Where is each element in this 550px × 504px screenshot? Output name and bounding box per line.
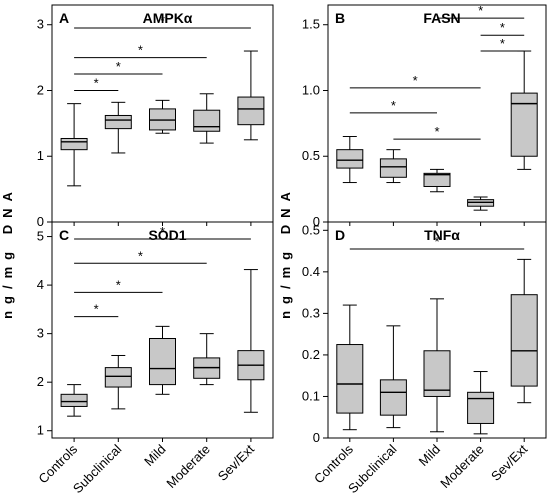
- significance-star: *: [94, 75, 99, 90]
- y-tick-label: 0: [313, 430, 320, 445]
- y-tick-label: 0.5: [302, 222, 320, 237]
- x-tick-label: Mild: [416, 442, 443, 469]
- significance-star: *: [160, 13, 165, 28]
- panel-label: B: [335, 10, 345, 26]
- box-iqr: [237, 96, 265, 126]
- significance-star: *: [500, 20, 505, 35]
- y-tick-label: 4: [37, 277, 44, 292]
- x-tick-label: Moderate: [437, 442, 486, 491]
- box-iqr: [149, 337, 176, 386]
- significance-star: *: [500, 36, 505, 51]
- significance-star: *: [138, 248, 143, 263]
- box-iqr: [423, 350, 451, 397]
- y-tick-label: 1: [37, 148, 44, 163]
- box-iqr: [467, 391, 495, 424]
- y-tick-label: 2: [37, 374, 44, 389]
- panel-title: SOD1: [148, 227, 186, 243]
- x-tick-label: Moderate: [163, 442, 212, 491]
- box-iqr: [423, 172, 451, 187]
- box-iqr: [336, 344, 364, 414]
- x-tick-label: Sev/Ext: [215, 441, 258, 484]
- y-tick-label: 0.1: [302, 388, 320, 403]
- x-tick-label: Mild: [141, 442, 168, 469]
- box-iqr: [510, 92, 538, 157]
- significance-star: *: [434, 124, 439, 139]
- box-iqr: [104, 114, 132, 130]
- y-tick-label: 2: [37, 82, 44, 97]
- significance-star: *: [138, 43, 143, 58]
- y-tick-label: 1.0: [302, 82, 320, 97]
- significance-star: *: [116, 277, 121, 292]
- y-tick-label: 0.4: [302, 264, 320, 279]
- y-axis-label-right: ng/mg DNA: [278, 185, 293, 319]
- box-iqr: [336, 149, 364, 169]
- significance-star: *: [160, 224, 165, 239]
- significance-star: *: [478, 3, 483, 18]
- y-tick-label: 0.5: [302, 148, 320, 163]
- panel-label: A: [59, 10, 69, 26]
- panel-label: D: [335, 227, 345, 243]
- y-tick-label: 0.3: [302, 305, 320, 320]
- significance-star: *: [434, 234, 439, 249]
- significance-star: *: [413, 73, 418, 88]
- box-iqr: [379, 379, 407, 416]
- x-tick-label: Sev/Ext: [488, 441, 531, 484]
- significance-star: *: [94, 302, 99, 317]
- box-iqr: [510, 294, 538, 387]
- box-iqr: [104, 367, 132, 388]
- y-axis-label: ng/mg DNA: [0, 185, 15, 319]
- y-tick-label: 3: [37, 17, 44, 32]
- box-iqr: [379, 158, 407, 178]
- panel-label: C: [59, 227, 69, 243]
- y-tick-label: 1: [37, 423, 44, 438]
- y-tick-label: 0.2: [302, 347, 320, 362]
- y-tick-label: 5: [37, 229, 44, 244]
- x-tick-label: Subclinical: [70, 441, 125, 496]
- y-tick-label: 0: [37, 214, 44, 229]
- significance-star: *: [391, 98, 396, 113]
- significance-star: *: [116, 59, 121, 74]
- x-tick-label: Controls: [35, 441, 80, 486]
- y-tick-label: 3: [37, 326, 44, 341]
- box-iqr: [60, 137, 88, 151]
- box-iqr: [193, 109, 221, 132]
- panel-title: AMPKα: [143, 10, 193, 26]
- box-iqr: [60, 393, 88, 407]
- y-tick-label: 1.5: [302, 17, 320, 32]
- y-tick-label: 0: [313, 214, 320, 229]
- panel-title: TNFα: [424, 227, 460, 243]
